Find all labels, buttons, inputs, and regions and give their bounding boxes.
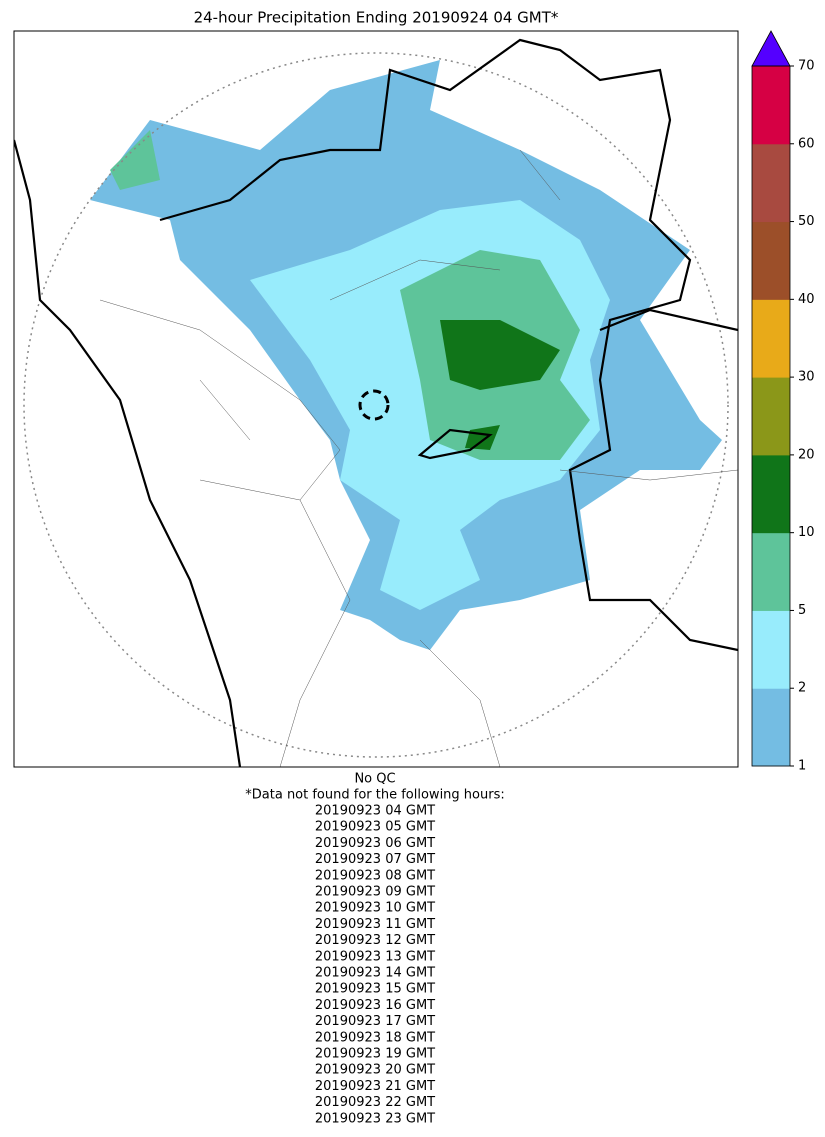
colorbar-bin <box>752 377 790 456</box>
colorbar-bin <box>752 66 790 145</box>
missing-hour: 20190923 05 GMT <box>315 820 435 835</box>
colorbar: 1 2 5 10 20 30 40 50 60 70 <box>751 30 815 774</box>
footer: No QC*Data not found for the following h… <box>245 772 504 1127</box>
map-frame <box>13 30 739 768</box>
missing-hour: 20190923 11 GMT <box>315 917 435 932</box>
missing-hour: 20190923 19 GMT <box>315 1047 435 1062</box>
missing-hour: 20190923 15 GMT <box>315 982 435 997</box>
missing-hour: 20190923 17 GMT <box>315 1014 435 1029</box>
state-border <box>417 428 493 460</box>
colorbar-bin <box>752 299 790 378</box>
map <box>13 30 739 768</box>
colorbar-tick-label: 10 <box>798 525 815 540</box>
radar-site <box>358 389 390 421</box>
colorbar-tick-label: 30 <box>798 370 815 385</box>
colorbar-tick-label: 20 <box>798 447 815 462</box>
missing-note: *Data not found for the following hours: <box>245 788 504 803</box>
colorbar-tick-label: 2 <box>798 681 806 696</box>
missing-hour: 20190923 22 GMT <box>315 1095 435 1110</box>
missing-hour: 20190923 09 GMT <box>315 885 435 900</box>
state-border <box>159 38 738 652</box>
missing-hour: 20190923 04 GMT <box>315 804 435 819</box>
colorbar-bin <box>752 610 790 689</box>
colorbar-bin <box>752 454 790 534</box>
district-lines <box>99 149 738 767</box>
missing-hour: 20190923 18 GMT <box>315 1030 435 1045</box>
qc-note: No QC <box>354 772 395 787</box>
missing-hour: 20190923 20 GMT <box>315 1063 435 1078</box>
missing-hour: 20190923 14 GMT <box>315 966 435 981</box>
colorbar-bin <box>752 143 790 223</box>
coastline <box>14 139 242 767</box>
missing-hour: 20190923 12 GMT <box>315 933 435 948</box>
map-title: 24-hour Precipitation Ending 20190924 04… <box>194 9 559 27</box>
colorbar-tick-label: 40 <box>798 292 815 307</box>
colorbar-bin <box>752 221 790 300</box>
radar-range <box>23 52 729 758</box>
missing-hour: 20190923 23 GMT <box>315 1111 435 1126</box>
precip-area <box>440 320 560 450</box>
missing-hour: 20190923 08 GMT <box>315 868 435 883</box>
colorbar-frame <box>751 65 791 767</box>
colorbar-tick-label: 70 <box>798 59 815 74</box>
colorbar-tick-label: 60 <box>798 136 815 151</box>
precip-area <box>110 130 160 190</box>
missing-hour: 20190923 13 GMT <box>315 949 435 964</box>
missing-hour: 20190923 07 GMT <box>315 852 435 867</box>
colorbar-tick-label: 5 <box>798 603 806 618</box>
missing-hour: 20190923 06 GMT <box>315 836 435 851</box>
colorbar-extend <box>751 30 791 67</box>
missing-hour: 20190923 16 GMT <box>315 998 435 1013</box>
colorbar-bin <box>752 532 790 611</box>
colorbar-tick-label: 1 <box>798 759 806 774</box>
state-border <box>599 308 738 332</box>
missing-hour: 20190923 21 GMT <box>315 1079 435 1094</box>
missing-hour: 20190923 10 GMT <box>315 901 435 916</box>
colorbar-tick-label: 50 <box>798 214 815 229</box>
colorbar-bin <box>752 688 790 767</box>
